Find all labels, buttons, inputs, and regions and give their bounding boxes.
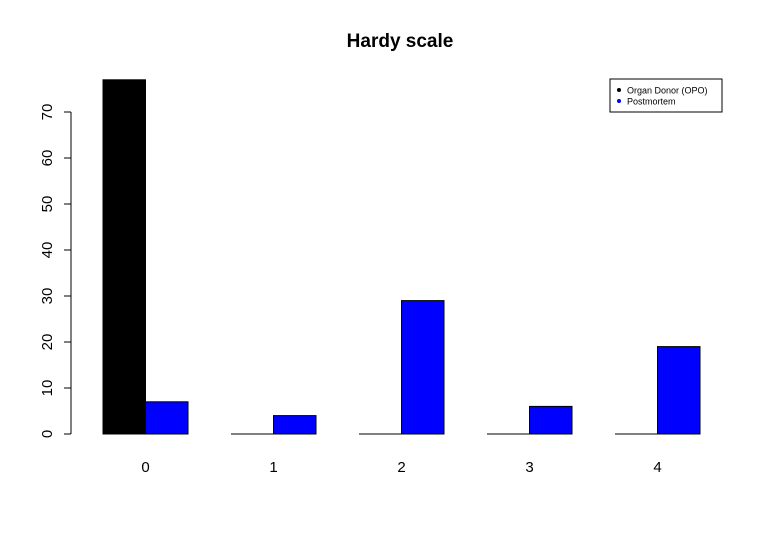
legend: Organ Donor (OPO) Postmortem: [609, 78, 723, 113]
y-tick-label-40: 40: [39, 242, 56, 259]
legend-label-organ-donor: Organ Donor (OPO): [627, 86, 708, 96]
y-tick-label-30: 30: [39, 288, 56, 305]
x-tick-label-0: 0: [141, 459, 149, 476]
y-tick-label-50: 50: [39, 196, 56, 213]
x-tick-label-4: 4: [653, 459, 661, 476]
bar-postmortem-1: [273, 415, 317, 435]
y-tick-label-20: 20: [39, 334, 56, 351]
legend-label-postmortem: Postmortem: [627, 97, 676, 107]
bar-organ-donor-0: [102, 79, 146, 435]
bar-postmortem-0: [145, 401, 189, 435]
bars-group: [102, 79, 701, 435]
x-tick-label-1: 1: [269, 459, 277, 476]
x-tick-label-2: 2: [397, 459, 405, 476]
bar-postmortem-3: [529, 405, 573, 435]
legend-box: [609, 78, 723, 113]
bar-postmortem-4: [657, 346, 701, 435]
y-axis: 0 10 20 30 40 50 60 70: [39, 104, 72, 438]
y-tick-label-0: 0: [39, 430, 56, 438]
chart-title: Hardy scale: [347, 31, 454, 52]
legend-marker-organ-donor: [617, 88, 621, 92]
y-tick-label-60: 60: [39, 150, 56, 167]
bar-postmortem-2: [401, 300, 445, 435]
x-axis-labels: 0 1 2 3 4: [141, 459, 661, 476]
x-tick-label-3: 3: [525, 459, 533, 476]
legend-marker-postmortem: [617, 99, 621, 103]
y-tick-label-10: 10: [39, 380, 56, 397]
y-tick-label-70: 70: [39, 104, 56, 121]
